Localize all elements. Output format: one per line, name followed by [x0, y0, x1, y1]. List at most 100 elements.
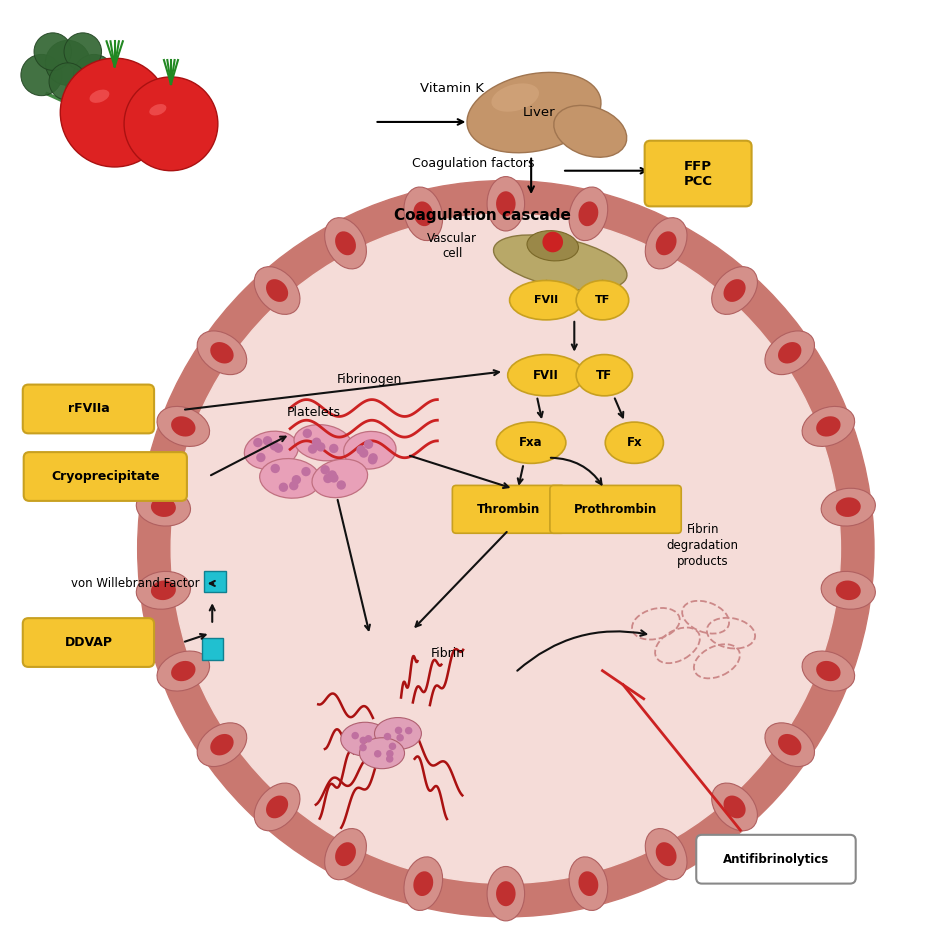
Circle shape: [74, 54, 114, 96]
Text: Fxa: Fxa: [519, 436, 543, 449]
Text: Fibrin
degradation
products: Fibrin degradation products: [667, 523, 739, 568]
Circle shape: [171, 214, 840, 884]
Ellipse shape: [724, 280, 745, 302]
Ellipse shape: [487, 176, 525, 231]
Ellipse shape: [576, 280, 629, 320]
Text: FVII: FVII: [534, 369, 559, 382]
Circle shape: [124, 77, 218, 171]
Text: FVII: FVII: [534, 295, 558, 305]
Ellipse shape: [266, 795, 289, 818]
Ellipse shape: [645, 828, 687, 880]
FancyBboxPatch shape: [23, 618, 154, 667]
Text: DDVAP: DDVAP: [64, 636, 113, 649]
Ellipse shape: [724, 795, 745, 818]
Circle shape: [263, 436, 272, 446]
Circle shape: [359, 448, 368, 458]
Circle shape: [337, 480, 346, 490]
Circle shape: [49, 63, 86, 100]
Ellipse shape: [341, 722, 390, 756]
Circle shape: [64, 33, 101, 70]
Text: TF: TF: [596, 369, 612, 382]
Circle shape: [138, 180, 874, 917]
Circle shape: [351, 732, 359, 739]
Ellipse shape: [136, 489, 190, 526]
Ellipse shape: [765, 331, 815, 374]
Ellipse shape: [254, 783, 300, 831]
Circle shape: [316, 442, 325, 451]
Circle shape: [329, 444, 339, 453]
Circle shape: [307, 445, 317, 454]
Circle shape: [357, 446, 366, 455]
Text: FFP
PCC: FFP PCC: [684, 159, 712, 188]
Circle shape: [374, 750, 381, 758]
FancyBboxPatch shape: [24, 452, 187, 501]
Text: Fx: Fx: [626, 436, 642, 449]
Ellipse shape: [816, 661, 841, 681]
Ellipse shape: [778, 342, 801, 364]
Circle shape: [291, 475, 301, 484]
Circle shape: [324, 474, 333, 483]
Ellipse shape: [324, 218, 366, 269]
Ellipse shape: [413, 202, 433, 226]
FancyBboxPatch shape: [23, 385, 154, 433]
Ellipse shape: [404, 187, 443, 240]
Circle shape: [389, 743, 396, 750]
Ellipse shape: [569, 857, 607, 911]
Circle shape: [321, 465, 330, 475]
Ellipse shape: [171, 416, 196, 436]
Ellipse shape: [656, 842, 676, 866]
Ellipse shape: [496, 191, 516, 217]
Ellipse shape: [151, 497, 176, 517]
FancyArrowPatch shape: [551, 458, 602, 484]
Ellipse shape: [778, 734, 801, 755]
FancyArrowPatch shape: [517, 630, 646, 671]
Circle shape: [327, 470, 337, 479]
FancyBboxPatch shape: [452, 486, 565, 533]
Circle shape: [542, 232, 563, 252]
Ellipse shape: [335, 842, 356, 866]
Ellipse shape: [645, 218, 687, 269]
Text: Vascular
cell: Vascular cell: [428, 232, 478, 260]
Circle shape: [289, 481, 298, 491]
Circle shape: [364, 440, 374, 449]
Ellipse shape: [157, 406, 210, 446]
Text: Thrombin: Thrombin: [477, 503, 540, 516]
Ellipse shape: [375, 718, 421, 749]
Text: Fibrin: Fibrin: [430, 647, 464, 660]
Ellipse shape: [569, 187, 607, 240]
Ellipse shape: [467, 72, 601, 153]
Circle shape: [364, 735, 372, 743]
Circle shape: [386, 755, 394, 763]
Ellipse shape: [413, 871, 433, 896]
Circle shape: [303, 429, 312, 438]
Text: Vitamin K: Vitamin K: [420, 82, 484, 95]
Ellipse shape: [324, 828, 366, 880]
Ellipse shape: [510, 280, 583, 320]
Text: Prothrombin: Prothrombin: [574, 503, 657, 516]
Ellipse shape: [527, 231, 578, 261]
Ellipse shape: [210, 734, 234, 755]
FancyBboxPatch shape: [644, 141, 751, 206]
Circle shape: [384, 733, 392, 740]
Ellipse shape: [821, 571, 875, 609]
Ellipse shape: [496, 881, 516, 906]
Ellipse shape: [157, 651, 210, 691]
Text: von Willebrand Factor: von Willebrand Factor: [71, 577, 200, 590]
Ellipse shape: [711, 783, 758, 831]
Ellipse shape: [171, 661, 196, 681]
Ellipse shape: [149, 104, 166, 115]
Text: Platelets: Platelets: [287, 406, 341, 419]
Circle shape: [386, 749, 394, 757]
Ellipse shape: [553, 105, 626, 158]
Circle shape: [394, 727, 402, 734]
Ellipse shape: [835, 581, 861, 600]
Ellipse shape: [312, 459, 368, 498]
Text: Cryoprecipitate: Cryoprecipitate: [51, 470, 160, 483]
Circle shape: [270, 441, 279, 450]
Ellipse shape: [497, 422, 566, 463]
Text: Coagulation factors: Coagulation factors: [412, 157, 534, 170]
Ellipse shape: [802, 406, 854, 446]
Text: Fibrinogen: Fibrinogen: [337, 373, 402, 386]
Ellipse shape: [494, 234, 627, 291]
Ellipse shape: [816, 416, 841, 436]
